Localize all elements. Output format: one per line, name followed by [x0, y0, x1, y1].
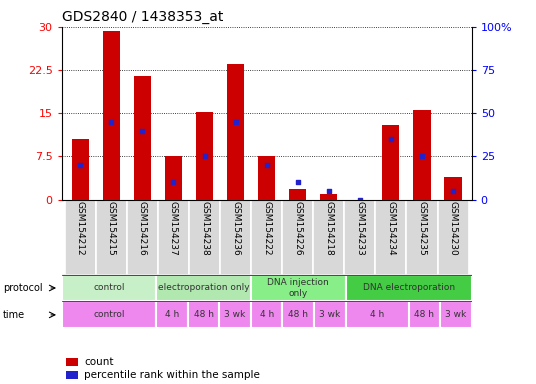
Text: 48 h: 48 h [414, 310, 434, 319]
Text: GSM154237: GSM154237 [169, 201, 178, 256]
Bar [289, 189, 306, 200]
Bar [344, 200, 375, 275]
Point [418, 154, 426, 160]
Bar [251, 275, 346, 301]
Text: GDS2840 / 1438353_at: GDS2840 / 1438353_at [62, 10, 223, 25]
Bar [127, 200, 158, 275]
Text: percentile rank within the sample: percentile rank within the sample [84, 370, 260, 380]
Bar [157, 301, 188, 328]
Text: count: count [84, 357, 114, 367]
Text: GSM154236: GSM154236 [231, 201, 240, 256]
Bar [227, 64, 244, 200]
Bar [375, 200, 406, 275]
Text: GSM154222: GSM154222 [262, 201, 271, 256]
Bar [103, 31, 120, 200]
Text: DNA injection
only: DNA injection only [267, 278, 329, 298]
Point [232, 119, 240, 125]
Bar [251, 301, 282, 328]
Text: control: control [93, 310, 125, 319]
Bar [72, 139, 89, 200]
Text: 3 wk: 3 wk [225, 310, 245, 319]
Text: GSM154218: GSM154218 [324, 201, 333, 256]
Text: GSM154215: GSM154215 [107, 201, 116, 256]
Bar [382, 125, 399, 200]
Text: GSM154233: GSM154233 [355, 201, 364, 256]
Bar [258, 157, 275, 200]
Point [324, 188, 333, 194]
Bar [282, 301, 314, 328]
Text: GSM154216: GSM154216 [138, 201, 147, 256]
Text: 3 wk: 3 wk [319, 310, 340, 319]
Bar [346, 275, 472, 301]
Bar [158, 200, 189, 275]
Text: GSM154235: GSM154235 [418, 201, 427, 256]
Bar [251, 200, 282, 275]
Bar [157, 275, 251, 301]
Point [107, 119, 116, 125]
Text: GSM154230: GSM154230 [449, 201, 458, 256]
Text: 3 wk: 3 wk [445, 310, 466, 319]
Text: DNA electroporation: DNA electroporation [362, 283, 455, 293]
Bar [413, 111, 430, 200]
Bar [314, 301, 346, 328]
Bar [406, 200, 437, 275]
Text: 48 h: 48 h [193, 310, 213, 319]
Point [263, 162, 271, 168]
Point [293, 179, 302, 185]
Bar [62, 275, 157, 301]
Text: GSM154234: GSM154234 [386, 201, 396, 256]
Bar [62, 301, 157, 328]
Bar [282, 200, 313, 275]
Text: time: time [3, 310, 25, 320]
Point [138, 127, 147, 134]
Bar [189, 200, 220, 275]
Text: control: control [93, 283, 125, 293]
Point [449, 188, 457, 194]
Bar [440, 301, 472, 328]
Text: 4 h: 4 h [259, 310, 274, 319]
Text: GSM154238: GSM154238 [200, 201, 209, 256]
Bar [220, 200, 251, 275]
Bar [196, 112, 213, 200]
Bar [346, 301, 408, 328]
Text: 4 h: 4 h [165, 310, 179, 319]
Bar [320, 194, 337, 200]
Bar [165, 157, 182, 200]
Bar [437, 200, 468, 275]
Point [200, 154, 209, 160]
Bar [134, 76, 151, 200]
Bar [408, 301, 440, 328]
Text: GSM154212: GSM154212 [76, 201, 85, 256]
Text: protocol: protocol [3, 283, 42, 293]
Bar [444, 177, 461, 200]
Bar [96, 200, 127, 275]
Point [386, 136, 395, 142]
Bar [66, 371, 78, 379]
Text: GSM154226: GSM154226 [293, 201, 302, 256]
Point [355, 197, 364, 203]
Text: 4 h: 4 h [370, 310, 384, 319]
Text: electroporation only: electroporation only [158, 283, 249, 293]
Point [169, 179, 178, 185]
Bar [188, 301, 219, 328]
Bar [313, 200, 344, 275]
Bar [65, 200, 96, 275]
Point [76, 162, 85, 168]
Bar [66, 358, 78, 366]
Bar [219, 301, 251, 328]
Text: 48 h: 48 h [288, 310, 308, 319]
